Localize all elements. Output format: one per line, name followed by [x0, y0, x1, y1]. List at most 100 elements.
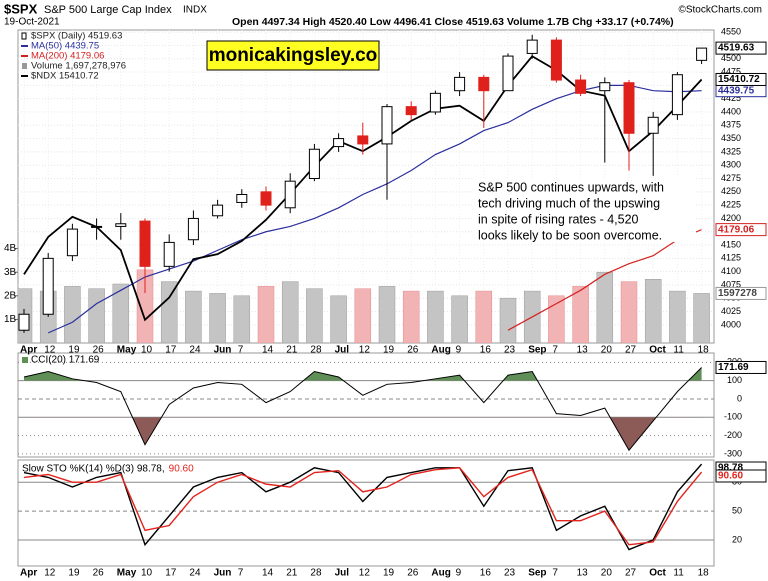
volume-tick-label: 2B: [4, 290, 17, 301]
x-tick-label: 12: [359, 345, 371, 356]
sto-panel: [17, 459, 715, 567]
y-tick-label: 4200: [721, 213, 741, 223]
volume-bar: [281, 281, 299, 343]
legend-swatch: [22, 357, 28, 363]
x-tick-label: Apr: [20, 568, 37, 579]
candle-body: [163, 241, 175, 267]
volume-bar: [209, 293, 226, 343]
candle-body: [187, 217, 199, 241]
y-tick-label: 4075: [721, 279, 741, 289]
y-tick-label: 4325: [721, 146, 741, 156]
y-tick-label: 4225: [721, 200, 741, 210]
volume-bar: [160, 281, 178, 343]
x-tick-label: Jun: [214, 345, 232, 356]
volume-bar: [572, 286, 589, 343]
volume-bar: [693, 293, 710, 343]
candle-body: [236, 193, 248, 203]
x-tick-label: 18: [698, 568, 710, 579]
candle-body: [333, 138, 345, 148]
volume-bar: [112, 283, 130, 343]
candle-body: [671, 74, 683, 116]
y-tick-label: 4500: [721, 53, 741, 63]
commentary-line: looks likely to be soon overcome.: [478, 228, 662, 242]
y-tick-label: 4425: [721, 93, 741, 103]
x-tick-label: May: [117, 568, 137, 579]
value-box-label: 171.69: [718, 362, 749, 373]
x-tick-label: 26: [407, 345, 419, 356]
value-box-bg: [715, 360, 767, 374]
value-box-label: 98.78: [718, 463, 743, 474]
candle-body: [66, 228, 78, 257]
volume-bar: [185, 290, 202, 343]
value-box: 4179.06: [715, 223, 767, 237]
candle-body: [575, 79, 587, 94]
x-tick-label: Aug: [431, 568, 450, 579]
x-tick-label: 14: [262, 345, 274, 356]
legend-label: MA(200) 4179.06: [31, 51, 104, 62]
y-tick-label: 4375: [721, 120, 741, 130]
x-tick-label: 9: [456, 345, 462, 356]
candle-body: [502, 55, 514, 92]
volume-bar: [499, 297, 517, 343]
x-tick-label: 7: [238, 345, 244, 356]
x-tick-label: 26: [407, 568, 419, 579]
y-tick-label: -100: [724, 412, 742, 422]
volume-tick-label: 3B: [4, 267, 17, 278]
volume-bar: [548, 295, 565, 343]
x-tick-label: 23: [504, 345, 516, 356]
x-tick-label: Jul: [335, 345, 350, 356]
x-tick-label: 12: [359, 568, 371, 579]
candle-body: [526, 39, 538, 54]
x-tick-label: Oct: [649, 568, 666, 579]
value-box-bg: [715, 223, 767, 237]
candle-body: [18, 313, 30, 331]
candle-body: [308, 148, 320, 180]
x-tick-label: 17: [165, 345, 177, 356]
x-tick-label: 27: [625, 568, 637, 579]
candle-body: [429, 92, 441, 113]
volume-bar: [354, 288, 372, 343]
credit: ©StockCharts.com: [678, 5, 762, 16]
cci-line: [23, 367, 702, 452]
x-tick-label: 10: [141, 345, 153, 356]
x-tick-label: Sep: [528, 568, 546, 579]
candle-body: [550, 39, 562, 81]
x-tick-label: 12: [44, 345, 56, 356]
legend-swatch: [21, 32, 27, 40]
x-tick-label: Jul: [335, 568, 350, 579]
candle-body: [381, 106, 393, 145]
value-box: 4439.75: [715, 84, 767, 98]
candle-body: [647, 116, 659, 134]
x-tick-label: 17: [165, 568, 177, 579]
value-box: 90.60: [715, 469, 767, 483]
x-tick-label: 13: [577, 568, 589, 579]
volume-bar: [644, 279, 662, 343]
x-tick-label: 26: [93, 345, 105, 356]
x-tick-label: 19: [383, 568, 395, 579]
value-box-label: 15410.72: [718, 74, 760, 85]
panel-title-suffix: 90.60: [169, 464, 194, 475]
chart-title: S&P 500 Large Cap Index: [44, 4, 172, 16]
x-tick-label: May: [117, 345, 137, 356]
x-tick-label: Jun: [214, 568, 232, 579]
x-tick-label: 28: [310, 345, 322, 356]
volume-bar: [330, 295, 347, 343]
y-tick-label: 4400: [721, 106, 741, 116]
y-tick-label: -200: [724, 430, 742, 440]
volume-bar: [306, 288, 323, 343]
x-tick-label: 10: [141, 568, 153, 579]
candle-body: [599, 82, 611, 92]
x-tick-label: 12: [44, 568, 56, 579]
y-tick-label: 100: [727, 375, 742, 385]
value-box-label: 4519.63: [718, 43, 755, 54]
annotation-bg: [206, 40, 380, 71]
candle-body: [696, 47, 708, 61]
candle-body: [212, 204, 224, 217]
value-box: 4519.63: [715, 41, 767, 55]
date: 19-Oct-2021: [4, 17, 60, 28]
volume-tick-label: 4B: [4, 243, 17, 254]
y-tick-label: 4350: [721, 133, 741, 143]
value-box-label: 4179.06: [718, 224, 755, 235]
volume-bar: [620, 281, 638, 343]
